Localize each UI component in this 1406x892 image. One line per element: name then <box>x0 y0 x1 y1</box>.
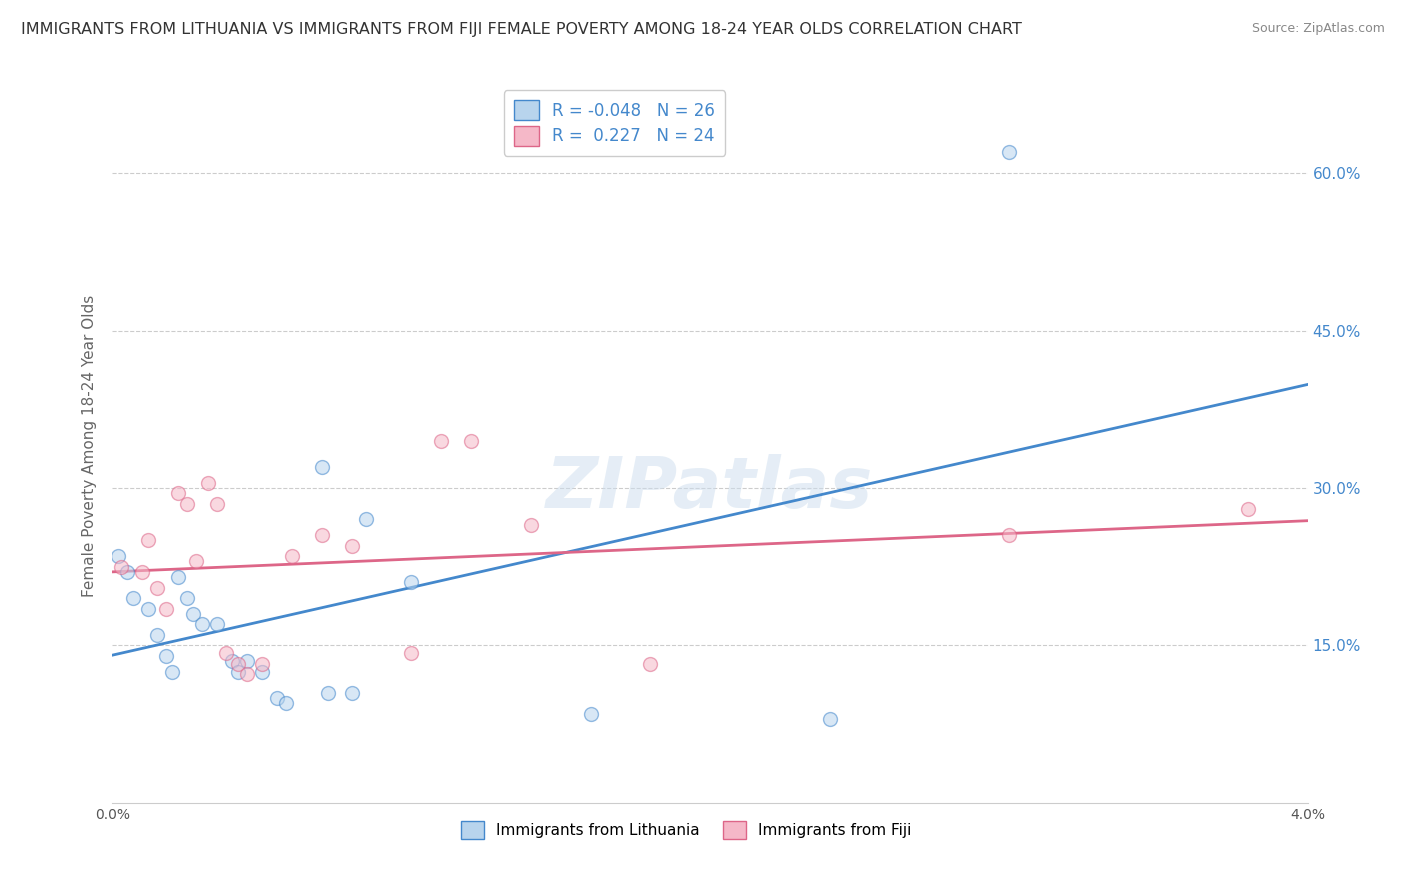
Point <box>266 690 288 705</box>
Point <box>250 665 273 679</box>
Point <box>155 648 177 663</box>
Legend: Immigrants from Lithuania, Immigrants from Fiji: Immigrants from Lithuania, Immigrants fr… <box>456 815 917 845</box>
Point <box>520 517 543 532</box>
Point <box>340 685 363 699</box>
Point <box>197 475 219 490</box>
Point <box>430 434 453 448</box>
Point <box>401 575 423 590</box>
Text: ZIPatlas: ZIPatlas <box>547 454 873 524</box>
Point <box>176 497 198 511</box>
Point <box>311 528 333 542</box>
Point <box>316 685 339 699</box>
Point <box>205 617 228 632</box>
Point <box>162 665 183 679</box>
Point <box>226 657 249 672</box>
Point <box>356 512 378 526</box>
Point <box>998 145 1021 160</box>
Point <box>998 528 1021 542</box>
Y-axis label: Female Poverty Among 18-24 Year Olds: Female Poverty Among 18-24 Year Olds <box>82 295 97 597</box>
Point <box>640 657 662 672</box>
Point <box>236 666 259 681</box>
Point <box>191 617 214 632</box>
Point <box>138 601 160 615</box>
Point <box>205 497 228 511</box>
Point <box>274 696 297 710</box>
Text: Source: ZipAtlas.com: Source: ZipAtlas.com <box>1251 22 1385 36</box>
Text: IMMIGRANTS FROM LITHUANIA VS IMMIGRANTS FROM FIJI FEMALE POVERTY AMONG 18-24 YEA: IMMIGRANTS FROM LITHUANIA VS IMMIGRANTS … <box>21 22 1022 37</box>
Point <box>138 533 160 548</box>
Point <box>236 654 259 668</box>
Point <box>460 434 482 448</box>
Point <box>226 665 249 679</box>
Point <box>176 591 198 606</box>
Point <box>181 607 204 621</box>
Point <box>311 460 333 475</box>
Point <box>221 654 243 668</box>
Point <box>1237 502 1260 516</box>
Point <box>401 646 423 660</box>
Point <box>131 565 153 579</box>
Point <box>146 581 169 595</box>
Point <box>167 486 190 500</box>
Point <box>117 565 139 579</box>
Point <box>250 657 273 672</box>
Point <box>340 539 363 553</box>
Point <box>215 646 238 660</box>
Point <box>122 591 145 606</box>
Point <box>281 549 304 564</box>
Point <box>146 628 169 642</box>
Point <box>155 601 177 615</box>
Point <box>579 706 602 721</box>
Point <box>186 554 208 568</box>
Point <box>167 570 190 584</box>
Point <box>110 559 132 574</box>
Point <box>818 712 841 726</box>
Point <box>107 549 129 564</box>
